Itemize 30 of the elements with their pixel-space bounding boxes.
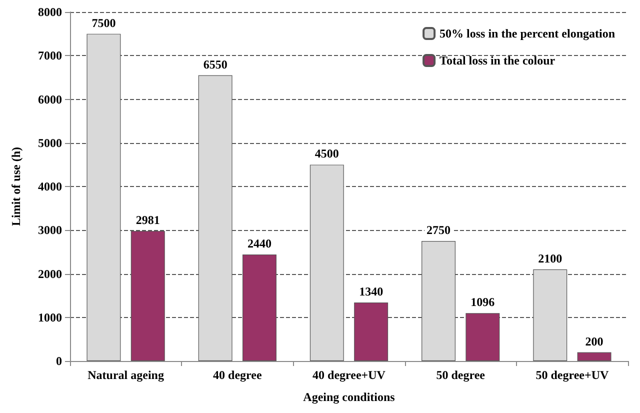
legend-label: Total loss in the colour xyxy=(440,54,556,68)
data-label: 2100 xyxy=(538,251,562,266)
y-tick-label: 5000 xyxy=(38,136,62,150)
data-label: 1096 xyxy=(470,295,495,310)
data-label: 2750 xyxy=(426,223,451,238)
y-tick-label: 1000 xyxy=(38,310,62,324)
y-tick-label: 8000 xyxy=(38,5,62,19)
x-tick-label: 50 degree xyxy=(436,368,486,382)
y-tick-label: 0 xyxy=(56,354,62,368)
x-tick-label: Natural ageing xyxy=(88,368,164,382)
y-tick-label: 3000 xyxy=(38,223,62,238)
y-tick-label: 4000 xyxy=(38,180,62,194)
y-tick-label: 7000 xyxy=(38,48,62,63)
data-label: 4500 xyxy=(314,146,339,161)
data-label: 6550 xyxy=(203,57,228,72)
y-tick-label: 6000 xyxy=(38,92,62,106)
data-label: 7500 xyxy=(92,16,116,30)
data-label: 1340 xyxy=(359,284,384,299)
data-label: 2981 xyxy=(136,212,160,227)
x-axis-title: Ageing conditions xyxy=(303,390,396,404)
bar xyxy=(577,352,612,361)
x-tick-label: 40 degree xyxy=(213,368,262,382)
y-axis-title: Limit of use (h) xyxy=(9,147,23,226)
data-label: 200 xyxy=(585,334,604,348)
y-tick-label: 2000 xyxy=(38,266,62,281)
x-tick-label: 40 degree+UV xyxy=(312,368,386,382)
legend-label: 50% loss in the percent elongation xyxy=(440,26,616,40)
data-label: 2440 xyxy=(247,236,272,251)
x-tick-label: 50 degree+UV xyxy=(536,368,609,382)
bar xyxy=(310,164,344,361)
